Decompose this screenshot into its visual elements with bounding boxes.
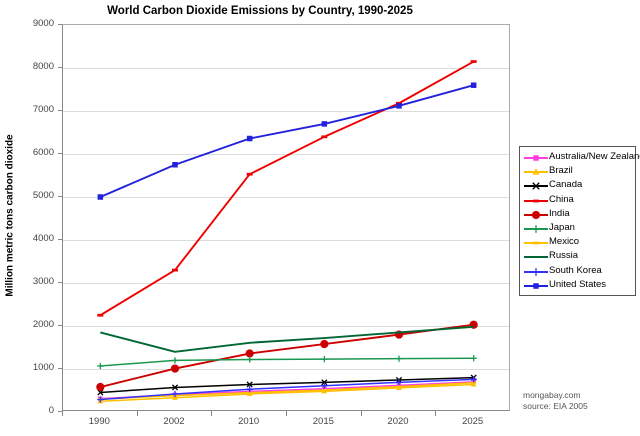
legend-item-south-korea[interactable]: South Korea bbox=[523, 264, 633, 278]
y-tick-mark bbox=[58, 239, 62, 240]
series-line bbox=[99, 60, 475, 317]
legend-item-label: South Korea bbox=[549, 264, 602, 276]
x-tick-label: 2015 bbox=[312, 416, 334, 427]
y-tick-label: 5000 bbox=[32, 190, 54, 201]
x-tick-mark bbox=[136, 411, 138, 416]
series-line bbox=[100, 357, 474, 367]
legend-item-label: Brazil bbox=[549, 165, 573, 177]
x-tick-mark bbox=[360, 411, 362, 416]
legend-key-icon bbox=[523, 279, 549, 291]
legend-item-label: Australia/New Zealand bbox=[549, 151, 640, 163]
legend-key-icon bbox=[523, 151, 549, 163]
y-tick-label: 8000 bbox=[32, 61, 54, 72]
y-tick-label: 1000 bbox=[32, 362, 54, 373]
legend-key-icon bbox=[523, 165, 549, 177]
legend-item-label: United States bbox=[549, 278, 607, 290]
y-tick-mark bbox=[58, 67, 62, 68]
credit-block: mongabay.com source: EIA 2005 bbox=[523, 390, 640, 412]
series-line bbox=[100, 376, 474, 394]
legend-item-label: Russia bbox=[549, 250, 579, 262]
legend-item-japan[interactable]: Japan bbox=[523, 221, 633, 235]
legend-key-icon bbox=[523, 265, 549, 277]
series-line bbox=[100, 383, 474, 402]
y-tick-label: 2000 bbox=[32, 319, 54, 330]
y-tick-label: 6000 bbox=[32, 147, 54, 158]
x-tick-mark bbox=[62, 411, 63, 416]
x-tick-mark bbox=[286, 411, 287, 416]
legend-item-russia[interactable]: Russia bbox=[523, 249, 633, 263]
legend-item-label: India bbox=[549, 207, 570, 219]
x-tick-mark bbox=[435, 411, 437, 416]
legend-key-icon bbox=[523, 236, 549, 248]
chart-title: World Carbon Dioxide Emissions by Countr… bbox=[107, 5, 413, 17]
legend-item-united-states[interactable]: United States bbox=[523, 278, 633, 292]
y-tick-mark bbox=[58, 24, 62, 25]
series-china bbox=[97, 60, 477, 317]
series-south-korea bbox=[97, 376, 477, 403]
credit-site: mongabay.com bbox=[523, 390, 581, 400]
legend: Australia/New Zealand Brazil Canada China In… bbox=[519, 146, 640, 296]
y-tick-mark bbox=[58, 368, 62, 369]
y-tick-mark bbox=[58, 110, 62, 111]
legend-item-brazil[interactable]: Brazil bbox=[523, 164, 633, 178]
gridline bbox=[63, 240, 509, 241]
x-tick-label: 2025 bbox=[462, 416, 484, 427]
series-line bbox=[100, 325, 474, 353]
legend-item-label: Canada bbox=[549, 179, 583, 191]
gridline bbox=[63, 111, 509, 112]
legend-key-icon bbox=[523, 222, 549, 234]
legend-item-label: Japan bbox=[549, 222, 575, 234]
gridline bbox=[63, 326, 509, 327]
legend-item-india[interactable]: India bbox=[523, 207, 633, 221]
legend-key-icon bbox=[523, 194, 549, 206]
x-tick-mark bbox=[211, 411, 213, 416]
series-line bbox=[100, 323, 474, 388]
legend-item-china[interactable]: China bbox=[523, 193, 633, 207]
x-tick-label: 2002 bbox=[163, 416, 185, 427]
legend-item-australia-new-zealand[interactable]: Australia/New Zealand bbox=[523, 150, 640, 164]
series-layer bbox=[96, 60, 478, 404]
legend-key-icon bbox=[523, 179, 549, 191]
gridline bbox=[63, 283, 509, 284]
y-tick-mark bbox=[58, 411, 62, 412]
plot-area bbox=[62, 24, 510, 411]
series-line bbox=[100, 382, 474, 400]
gridline bbox=[63, 68, 509, 69]
y-tick-mark bbox=[58, 196, 62, 197]
y-tick-label: 7000 bbox=[32, 104, 54, 115]
y-tick-mark bbox=[58, 153, 62, 154]
legend-key-icon bbox=[523, 250, 549, 262]
y-tick-mark bbox=[58, 282, 62, 283]
legend-item-label: China bbox=[549, 193, 574, 205]
x-tick-label: 2010 bbox=[238, 416, 260, 427]
x-tick-label: 2020 bbox=[387, 416, 409, 427]
legend-item-mexico[interactable]: Mexico bbox=[523, 235, 633, 249]
gridline bbox=[63, 197, 509, 198]
y-tick-label: 3000 bbox=[32, 276, 54, 287]
y-tick-label: 4000 bbox=[32, 233, 54, 244]
legend-key-icon bbox=[523, 208, 549, 220]
legend-item-label: Mexico bbox=[549, 236, 580, 248]
series-united-states bbox=[97, 82, 477, 200]
gridline bbox=[63, 369, 509, 370]
y-tick-mark bbox=[58, 325, 62, 326]
series-japan bbox=[97, 355, 477, 370]
credit-source: source: EIA 2005 bbox=[523, 401, 588, 411]
series-russia bbox=[100, 325, 474, 353]
gridline bbox=[63, 154, 509, 155]
series-line bbox=[99, 84, 474, 198]
y-tick-label: 9000 bbox=[32, 18, 54, 29]
y-tick-label: 0 bbox=[48, 405, 54, 416]
series-line bbox=[100, 378, 474, 401]
x-tick-label: 1990 bbox=[88, 416, 110, 427]
legend-item-canada[interactable]: Canada bbox=[523, 178, 633, 192]
